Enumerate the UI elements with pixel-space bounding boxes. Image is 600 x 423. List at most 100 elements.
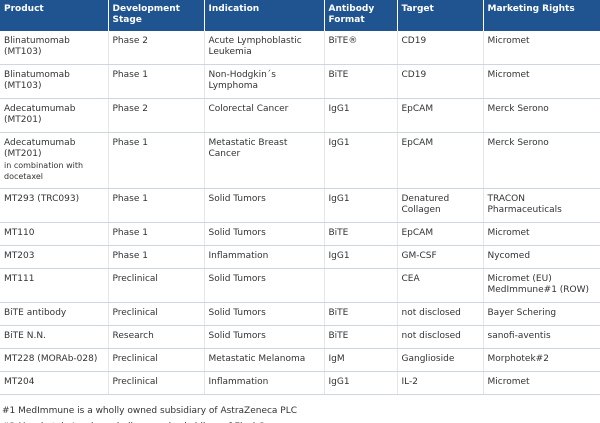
table-cell: not disclosed (397, 302, 484, 326)
table-cell: Morphotek#2 (483, 348, 600, 372)
cell-line: Leukemia (208, 47, 252, 57)
table-row: MT204 Preclinical Inflammation IgG1 IL-2 Micr… (0, 371, 600, 395)
table-cell: Phase 2 (108, 98, 205, 133)
table-cell (324, 268, 398, 303)
cell-line: BiTE (328, 70, 349, 80)
cell-line: MedImmune#1 (ROW) (487, 285, 590, 295)
cell-line: Lymphoma (208, 81, 259, 91)
table-cell: MT111 (0, 268, 109, 303)
cell-line: (MT201) (4, 149, 42, 159)
cell-line: Merck Serono (487, 138, 549, 148)
table-cell: BiTE (324, 325, 398, 349)
column-header: Marketing Rights (483, 0, 600, 31)
cell-line: Adecatumumab (4, 104, 76, 114)
cell-line: Metastatic Melanoma (208, 354, 306, 364)
table-cell: Micromet (483, 31, 600, 65)
table-cell: Preclinical (108, 371, 205, 395)
table-cell: Micromet (EU) MedImmune#1 (ROW) (483, 268, 600, 303)
table-cell: EpCAM (397, 98, 484, 133)
cell-line: Preclinical (112, 308, 158, 318)
table-cell: Denatured Collagen (397, 188, 484, 223)
cell-line: Ganglioside (401, 354, 455, 364)
table-cell: Research (108, 325, 205, 349)
table-cell: Phase 2 (108, 31, 205, 65)
table-row: Adecatumumab (MT201) in combination with do… (0, 132, 600, 189)
cell-line: IgG1 (328, 251, 350, 261)
footnote: #2 Morphotek, Inc. is a wholly owned sub… (2, 419, 600, 423)
cell-line: Non-Hodgkin´s (208, 70, 277, 80)
cell-line: Phase 1 (112, 194, 148, 204)
table-cell: IgM (324, 348, 398, 372)
table-cell: not disclosed (397, 325, 484, 349)
table-cell: Blinatumomab (MT103) (0, 64, 109, 99)
table-row: Adecatumumab (MT201) Phase 2 Colorectal Can… (0, 98, 600, 133)
footnote: #1 MedImmune is a wholly owned subsidiar… (2, 406, 298, 416)
cell-line: Micromet (EU) (487, 274, 552, 284)
table-cell: IgG1 (324, 245, 398, 269)
cell-line: IgG1 (328, 138, 350, 148)
table-cell: Solid Tumors (204, 268, 325, 303)
cell-line: (MT103) (4, 81, 42, 91)
cell-line: IgG1 (328, 194, 350, 204)
table-cell: CD19 (397, 31, 484, 65)
cell-line: TRACON (487, 194, 526, 204)
table-cell: Adecatumumab (MT201) (0, 98, 109, 133)
cell-line: Morphotek#2 (487, 354, 549, 364)
table-cell: Inflammation (204, 245, 325, 269)
table-cell: Metastatic Breast Cancer (204, 132, 325, 189)
cell-line: Micromet (487, 36, 530, 46)
table-cell: Preclinical (108, 302, 205, 326)
table-body: Blinatumomab (MT103) Phase 2 Acute Lymphobl… (0, 31, 600, 395)
table-cell: IgG1 (324, 371, 398, 395)
cell-line: BiTE® (328, 36, 358, 46)
cell-line: (MT201) (4, 115, 42, 125)
cell-line: GM-CSF (401, 251, 437, 261)
table-row: Blinatumomab (MT103) Phase 2 Acute Lymphobl… (0, 31, 600, 65)
table-row: MT203 Phase 1 Inflammation IgG1 GM-CSF Nycome… (0, 245, 600, 269)
table-cell: MT203 (0, 245, 109, 269)
cell-line: Phase 2 (112, 104, 148, 114)
table-cell: Bayer Schering (483, 302, 600, 326)
table-cell: CD19 (397, 64, 484, 99)
table-cell: CEA (397, 268, 484, 303)
table-cell: Inflammation (204, 371, 325, 395)
cell-line: Solid Tumors (208, 308, 266, 318)
table-cell: BiTE (324, 222, 398, 246)
cell-line: CEA (401, 274, 420, 284)
cell-line: EpCAM (401, 104, 434, 114)
cell-line: CD19 (401, 36, 427, 46)
cell-line: Nycomed (487, 251, 531, 261)
cell-line: Colorectal Cancer (208, 104, 289, 114)
table-cell: GM-CSF (397, 245, 484, 269)
table-row: MT110 Phase 1 Solid Tumors BiTE EpCAM Microme… (0, 222, 600, 246)
table-row: MT228 (MORAb-028) Preclinical Metastatic M… (0, 348, 600, 372)
table-cell: BiTE N.N. (0, 325, 109, 349)
table-cell: Phase 1 (108, 64, 205, 99)
column-header: Product (0, 0, 109, 31)
cell-line: Acute Lymphoblastic (208, 36, 302, 46)
table-cell: Merck Serono (483, 132, 600, 189)
cell-line: BiTE N.N. (4, 331, 46, 341)
table-row: BiTE N.N. Research Solid Tumors BiTE not dis… (0, 325, 600, 349)
table-row: BiTE antibody Preclinical Solid Tumors BiTE… (0, 302, 600, 326)
cell-line: docetaxel (4, 172, 43, 181)
table-cell: Micromet (483, 64, 600, 99)
table-cell: Phase 1 (108, 222, 205, 246)
table-cell: Preclinical (108, 268, 205, 303)
table-row: MT293 (TRC093) Phase 1 Solid Tumors IgG1 Den… (0, 188, 600, 223)
cell-line: Blinatumomab (4, 70, 70, 80)
cell-line: Bayer Schering (487, 308, 557, 318)
cell-line: BiTE (328, 331, 349, 341)
table-cell: BiTE antibody (0, 302, 109, 326)
cell-line: Preclinical (112, 354, 158, 364)
cell-line: Preclinical (112, 274, 158, 284)
cell-line: IgM (328, 354, 345, 364)
table-cell: IgG1 (324, 188, 398, 223)
cell-line: Micromet (487, 70, 530, 80)
table-cell: Solid Tumors (204, 222, 325, 246)
cell-line: Phase 1 (112, 228, 148, 238)
pipeline-table: Product Development Stage Indication Antibo… (0, 0, 600, 395)
table-cell: MT293 (TRC093) (0, 188, 109, 223)
cell-line: Solid Tumors (208, 194, 266, 204)
